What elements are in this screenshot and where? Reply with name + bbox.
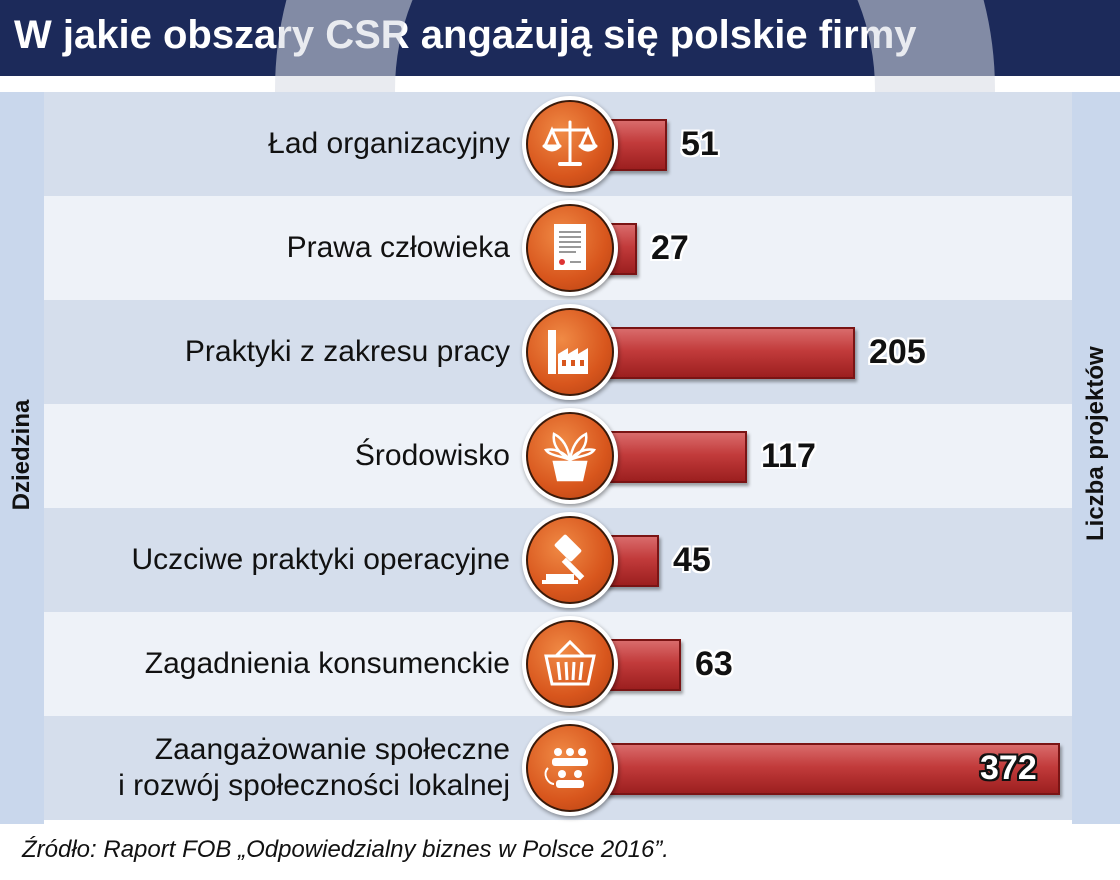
x-axis-label: Liczba projektów [1082, 346, 1109, 541]
category-label: Środowisko [354, 439, 510, 472]
source-note: Źródło: Raport FOB „Odpowiedzialny bizne… [22, 836, 669, 863]
factory-icon [522, 304, 618, 400]
category-label: Zaangażowanie społeczne i rozwój społeczn… [118, 733, 510, 802]
basket-icon [522, 616, 618, 712]
document-icon [522, 200, 618, 296]
value-label: 372 [980, 749, 1037, 787]
chart-row: Ład organizacyjny 51 [44, 92, 1072, 196]
community-icon [522, 720, 618, 816]
category-label: Praktyki z zakresu pracy [184, 335, 510, 368]
value-label: 27 [651, 229, 689, 267]
bar [604, 431, 747, 483]
chart-row: Praktyki z zakresu pracy 205 [44, 300, 1072, 404]
plant-icon [522, 408, 618, 504]
chart-row: Zagadnienia konsumenckie 63 [44, 612, 1072, 716]
gavel-icon [522, 512, 618, 608]
value-label: 63 [695, 645, 733, 683]
category-label: Ład organizacyjny [268, 127, 510, 160]
bar [604, 327, 855, 379]
value-label: 205 [869, 333, 926, 371]
y-axis-label: Dziedzina [8, 399, 35, 511]
category-label: Prawa człowieka [286, 231, 510, 264]
chart-row: Prawa człowieka 27 [44, 196, 1072, 300]
chart-row: Uczciwe praktyki operacyjne 45 [44, 508, 1072, 612]
value-label: 51 [681, 125, 719, 163]
category-label: Uczciwe praktyki operacyjne [131, 543, 510, 576]
chart-row: Zaangażowanie społeczne i rozwój społeczn… [44, 716, 1072, 820]
value-label: 45 [673, 541, 711, 579]
x-axis-strip [1072, 92, 1120, 824]
value-label: 117 [761, 437, 816, 475]
scales-icon [522, 96, 618, 192]
category-label: Zagadnienia konsumenckie [144, 647, 510, 680]
bar-chart: Ład organizacyjny 51 Prawa człowieka 27 Prak… [44, 92, 1072, 820]
y-axis-strip [0, 92, 44, 824]
bar [604, 743, 1060, 795]
chart-row: Środowisko 117 [44, 404, 1072, 508]
